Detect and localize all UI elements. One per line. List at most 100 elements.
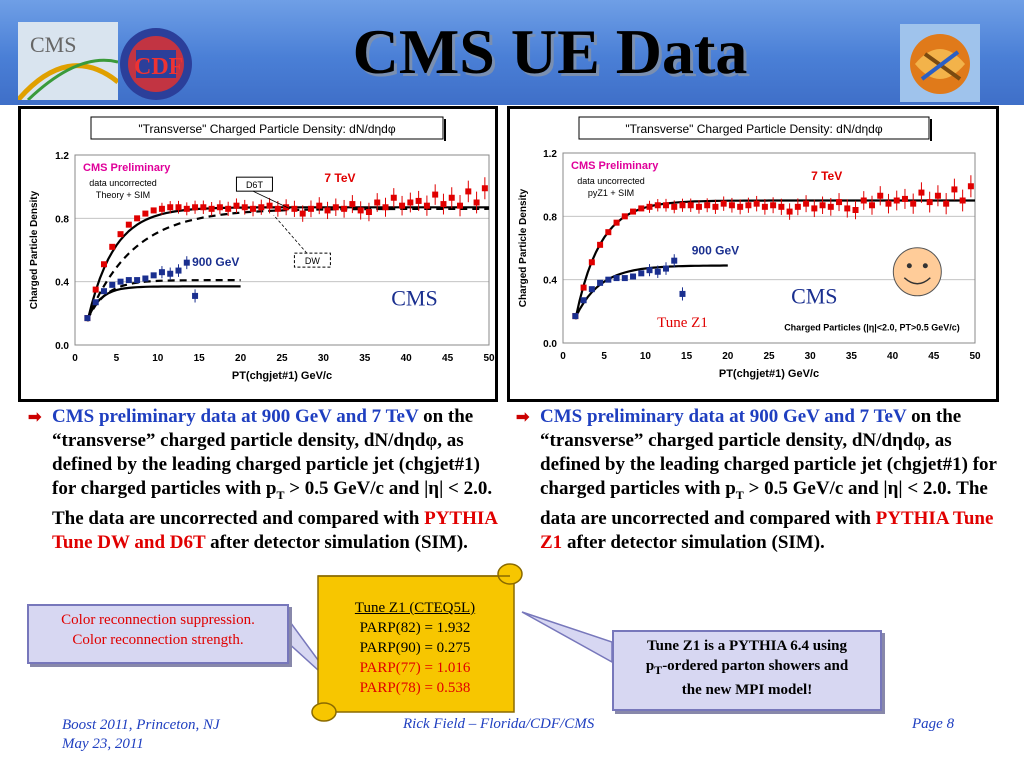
y-tick-label: 0.8 (543, 212, 557, 223)
note-uncorrected: data uncorrected (89, 178, 157, 188)
data-point (233, 202, 240, 209)
data-point (192, 204, 199, 211)
data-point (167, 270, 174, 277)
data-point (605, 276, 612, 283)
data-point (432, 191, 439, 198)
data-point (687, 202, 694, 209)
label-900gev: 900 GeV (192, 255, 239, 269)
chart-title-box (578, 116, 930, 140)
data-point (621, 213, 628, 220)
data-point (175, 204, 182, 211)
data-point (877, 192, 884, 199)
y-tick-label: 0.4 (55, 278, 69, 289)
data-point (92, 299, 99, 306)
arrow-right-icon: ➡ (28, 409, 42, 426)
data-point (827, 203, 834, 210)
data-point (167, 204, 174, 211)
data-point (918, 189, 925, 196)
data-point (316, 202, 323, 209)
data-point (299, 210, 306, 217)
data-point (951, 186, 958, 193)
x-tick-label: 15 (681, 351, 693, 362)
data-point (621, 275, 628, 282)
florida-logo-icon (900, 24, 980, 102)
data-point (852, 207, 859, 213)
data-point (150, 207, 157, 214)
d6t-box (235, 176, 273, 192)
data-point (836, 199, 843, 206)
data-point (580, 297, 587, 304)
note-theory: pyZ1 + SIM (588, 188, 634, 198)
slide-title: CMS UE Data (352, 16, 748, 87)
label-tune-z1: Tune Z1 (657, 315, 708, 331)
footer-page-number: Page 8 (912, 716, 955, 732)
data-point (307, 205, 314, 212)
label-cuts: Charged Particles (|η|<2.0, PT>0.5 GeV/c… (784, 322, 960, 332)
note-uncorrected: data uncorrected (577, 176, 645, 186)
chart-right: "Transverse" Charged Particle Density: d… (518, 116, 981, 380)
data-point (728, 202, 735, 209)
plot-area (562, 152, 976, 344)
x-tick-label: 0 (72, 353, 78, 364)
chart-panel-left: "Transverse" Charged Particle Density: d… (18, 106, 498, 402)
data-point (357, 207, 364, 214)
d6t-connector (252, 190, 291, 210)
data-point (580, 284, 587, 291)
data-point (100, 288, 107, 295)
data-point (175, 267, 182, 274)
data-point (679, 290, 686, 297)
data-point (588, 286, 595, 293)
data-point (84, 315, 91, 322)
chart-title: "Transverse" Charged Particle Density: d… (625, 122, 883, 136)
data-point (208, 205, 215, 212)
x-tick-label: 45 (442, 353, 454, 364)
x-tick-label: 5 (601, 351, 607, 362)
data-point (613, 275, 620, 282)
data-point (844, 205, 851, 212)
curve-d6t-7tev (86, 207, 490, 321)
data-point (415, 197, 422, 204)
data-point (100, 261, 107, 268)
data-point (382, 204, 389, 211)
data-point (291, 205, 298, 212)
y-axis-label: Charged Particle Density (29, 190, 40, 309)
data-point (241, 204, 248, 211)
data-point (967, 183, 974, 190)
data-point (390, 194, 397, 201)
data-point (134, 277, 141, 284)
label-cms: CMS (791, 283, 837, 308)
dw-connector (273, 214, 308, 254)
chart-title: "Transverse" Charged Particle Density: d… (138, 122, 396, 136)
data-point (142, 210, 149, 217)
note-theory: Theory + SIM (96, 190, 150, 200)
curve-dw-900 (86, 285, 241, 321)
data-point (720, 200, 727, 207)
data-point (349, 201, 356, 208)
data-point (200, 204, 207, 211)
y-tick-label: 0.0 (543, 339, 557, 350)
data-point (811, 205, 818, 212)
x-tick-label: 15 (194, 353, 206, 364)
smiley-eye-icon (906, 263, 912, 269)
chart-title-box (90, 116, 444, 140)
data-point (654, 268, 661, 275)
data-point (869, 202, 875, 209)
data-point (745, 202, 752, 209)
x-tick-label: 25 (276, 353, 288, 364)
data-point (423, 202, 430, 209)
data-point (926, 199, 933, 206)
data-point (374, 199, 381, 206)
x-tick-label: 40 (401, 353, 413, 364)
data-point (125, 277, 132, 284)
smiley-mouth-icon (903, 277, 931, 285)
data-point (654, 202, 661, 209)
label-7tev: 7 TeV (324, 171, 355, 185)
x-tick-label: 30 (805, 351, 817, 362)
y-tick-label: 0.8 (55, 214, 69, 225)
y-tick-label: 1.2 (55, 151, 69, 162)
data-point (117, 231, 124, 238)
x-tick-label: 45 (928, 351, 940, 362)
data-point (109, 281, 116, 288)
data-point (943, 200, 950, 207)
data-point (860, 197, 867, 204)
